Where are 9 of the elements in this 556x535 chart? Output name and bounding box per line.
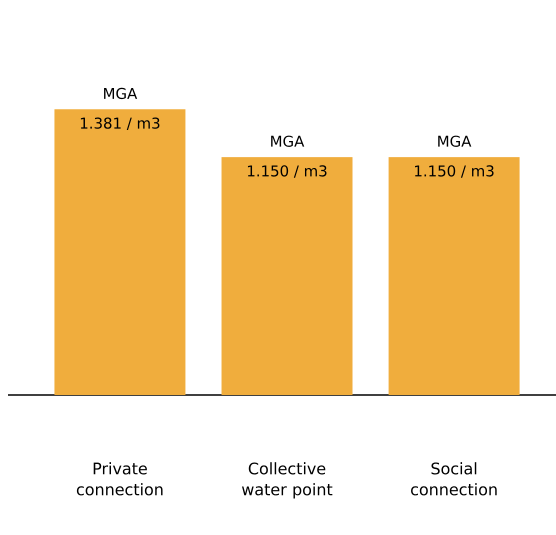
- annotation: MGA: [438, 136, 472, 147]
- x-tick-label: Private connection: [76, 462, 163, 496]
- data-label: 1.381 / m3: [80, 117, 160, 130]
- data-label: 1.150 / m3: [415, 165, 494, 178]
- annotation: MGA: [104, 88, 138, 100]
- x-tick-label: Collective water point: [242, 462, 332, 499]
- x-tick-label: Social connection: [411, 462, 497, 496]
- data-label: 1.150 / m3: [248, 165, 326, 178]
- annotation: MGA: [271, 136, 304, 147]
